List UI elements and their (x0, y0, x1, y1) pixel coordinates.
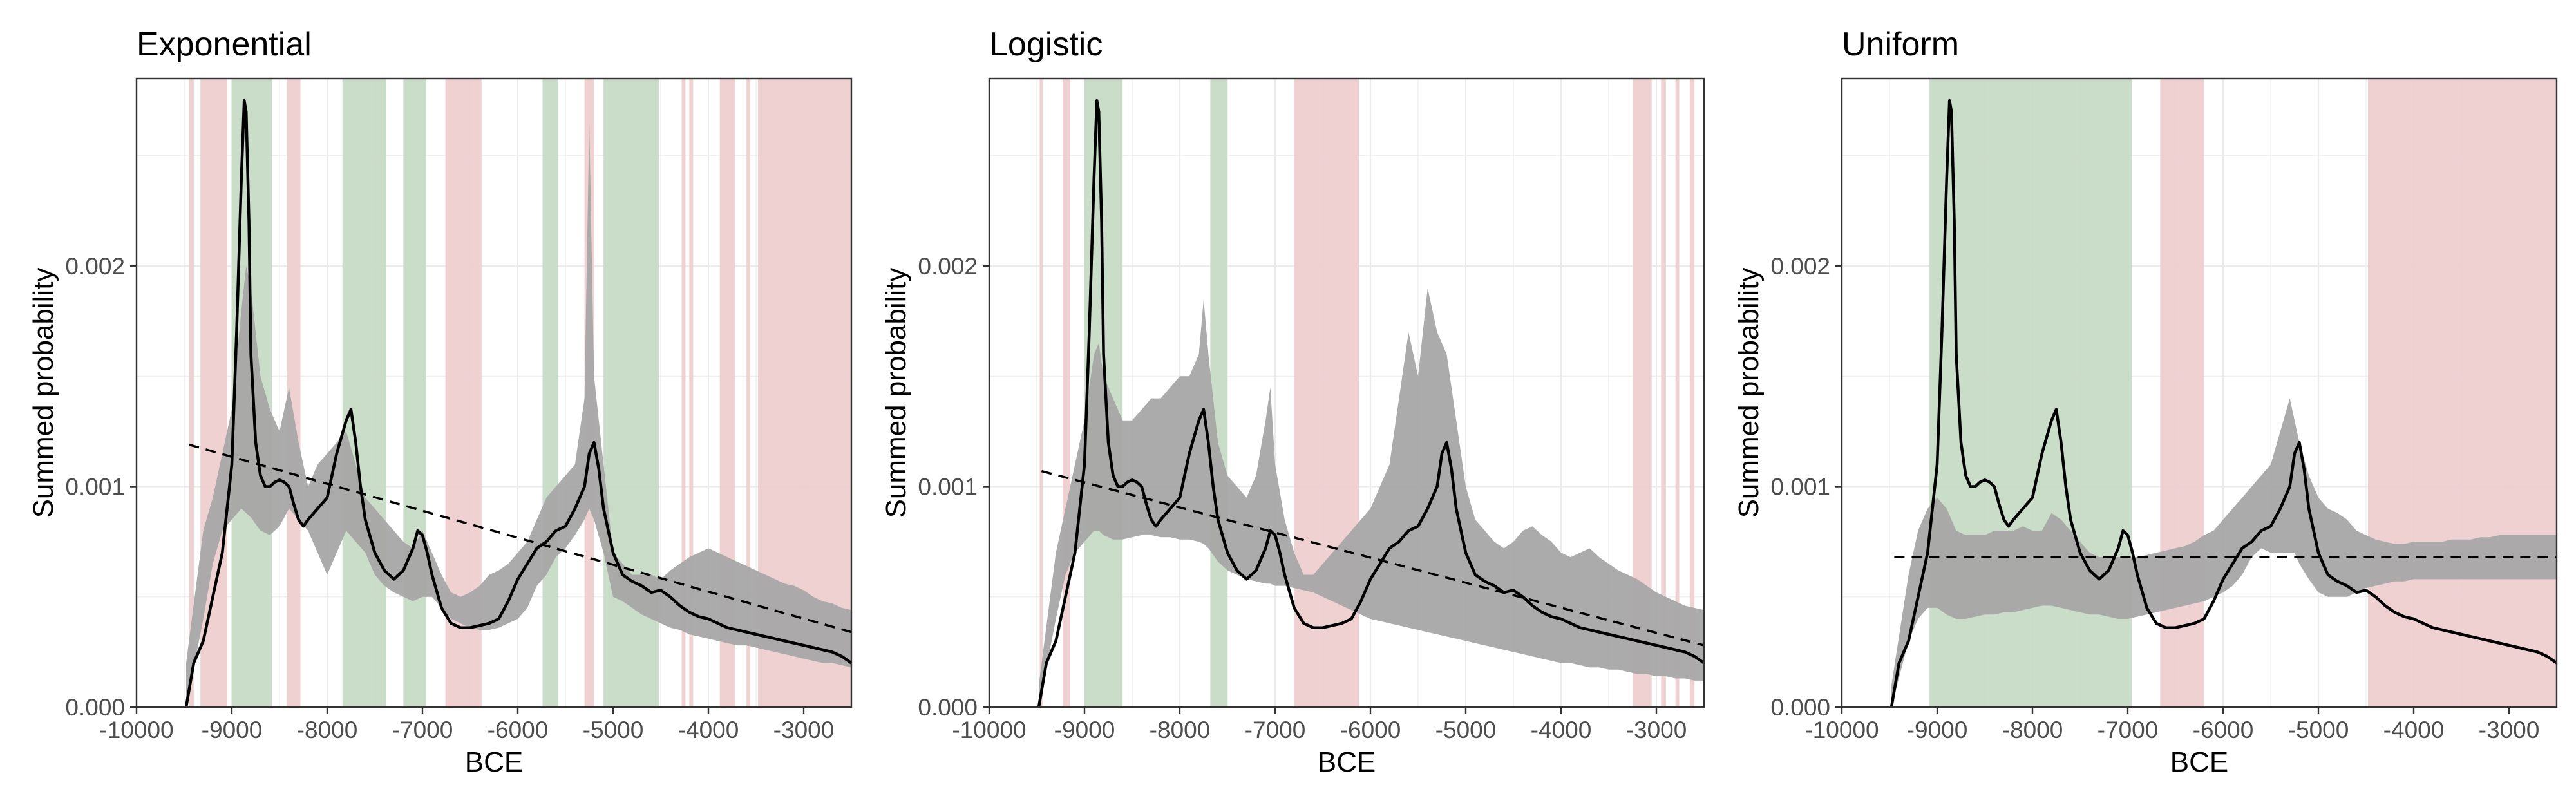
x-tick-label: -6000 (488, 717, 549, 743)
x-tick-label: -7000 (392, 717, 453, 743)
x-tick-label: -7000 (1245, 717, 1306, 743)
negative-deviation-band (1062, 79, 1070, 707)
negative-deviation-band (1675, 79, 1680, 707)
y-tick-label: 0.002 (1770, 253, 1830, 279)
x-tick-label: -7000 (2098, 717, 2159, 743)
x-tick-label: -8000 (2002, 717, 2063, 743)
x-tick-label: -9000 (1054, 717, 1115, 743)
negative-deviation-band (719, 79, 735, 707)
plot-inner (1842, 79, 2557, 707)
y-tick-label: 0.001 (65, 474, 125, 500)
x-axis-label: BCE (465, 746, 523, 778)
positive-deviation-band (1210, 79, 1227, 707)
negative-deviation-band (681, 79, 686, 707)
negative-deviation-band (1661, 79, 1666, 707)
negative-deviation-band (1689, 79, 1695, 707)
positive-deviation-band (542, 79, 558, 707)
y-tick-label: 0.002 (918, 253, 978, 279)
y-tick-label: 0.001 (918, 474, 978, 500)
x-tick-label: -3000 (1626, 717, 1687, 743)
y-axis-label: Summed probability (28, 268, 59, 518)
x-tick-label: -9000 (1907, 717, 1968, 743)
y-tick-label: 0.000 (1770, 694, 1830, 721)
fitted-model-line (1041, 469, 1704, 647)
y-axis-label: Summed probability (880, 268, 912, 518)
panel-exponential: Exponential Summed probability BCE -1000… (28, 26, 853, 778)
positive-deviation-band (342, 79, 386, 707)
y-tick-label: 0.000 (918, 694, 978, 721)
plot-area: -10000 -9000 -8000 -7000 -6000 -5000 -4000 -300… (1770, 77, 2558, 743)
observed-spd-line (184, 99, 851, 707)
negative-deviation-band (1039, 79, 1043, 707)
negative-deviation-band (689, 79, 694, 707)
x-tick-label: -4000 (2383, 717, 2445, 743)
negative-deviation-band (2367, 79, 2557, 707)
x-tick-label: -3000 (773, 717, 835, 743)
x-tick-label: -5000 (583, 717, 644, 743)
x-axis-label: BCE (2170, 746, 2228, 778)
negative-deviation-band (1294, 79, 1359, 707)
y-tick-label: 0.002 (65, 253, 125, 279)
y-tick-label: 0.001 (1770, 474, 1830, 500)
panel-border (988, 77, 1705, 708)
negative-deviation-band (2160, 79, 2204, 707)
y-tick-label: 0.000 (65, 694, 125, 721)
x-tick-label: -10000 (99, 717, 173, 743)
x-tick-label: -8000 (297, 717, 358, 743)
x-tick-label: -4000 (1531, 717, 1592, 743)
x-tick-label: -10000 (1804, 717, 1879, 743)
x-tick-label: -8000 (1150, 717, 1211, 743)
negative-deviation-band (189, 79, 194, 707)
simulation-envelope (1891, 398, 2557, 707)
negative-deviation-band (746, 79, 751, 707)
x-tick-label: -5000 (2288, 717, 2349, 743)
panel-title: Uniform (1842, 26, 1959, 63)
negative-deviation-band (287, 79, 301, 707)
panel-title: Logistic (989, 26, 1103, 63)
panel-uniform: Uniform Summed probability BCE -10000 -90… (1733, 26, 2558, 778)
x-tick-label: -10000 (952, 717, 1026, 743)
panel-logistic: Logistic Summed probability BCE -10000 -9… (880, 26, 1705, 778)
x-tick-label: -4000 (678, 717, 739, 743)
x-tick-label: -6000 (1340, 717, 1401, 743)
negative-deviation-band (200, 79, 227, 707)
x-axis-label: BCE (1318, 746, 1376, 778)
x-tick-label: -6000 (2193, 717, 2254, 743)
plot-inner (137, 79, 851, 707)
observed-spd-line (1889, 99, 2557, 707)
panel-title: Exponential (137, 26, 312, 63)
x-tick-label: -5000 (1435, 717, 1497, 743)
simulation-envelope (186, 122, 851, 707)
positive-deviation-band (403, 79, 426, 707)
x-tick-label: -3000 (2479, 717, 2540, 743)
plot-inner (989, 79, 1704, 707)
y-axis-label: Summed probability (1733, 268, 1765, 518)
x-tick-label: -9000 (202, 717, 263, 743)
observed-spd-line (1037, 99, 1704, 707)
plot-area: -10000 -9000 -8000 -7000 -6000 -5000 -4000 -300… (918, 77, 1705, 743)
plot-area: -10000 -9000 -8000 -7000 -6000 -5000 -4000 -300… (65, 77, 853, 743)
panel-border (135, 77, 853, 708)
panel-border (1841, 77, 2558, 708)
